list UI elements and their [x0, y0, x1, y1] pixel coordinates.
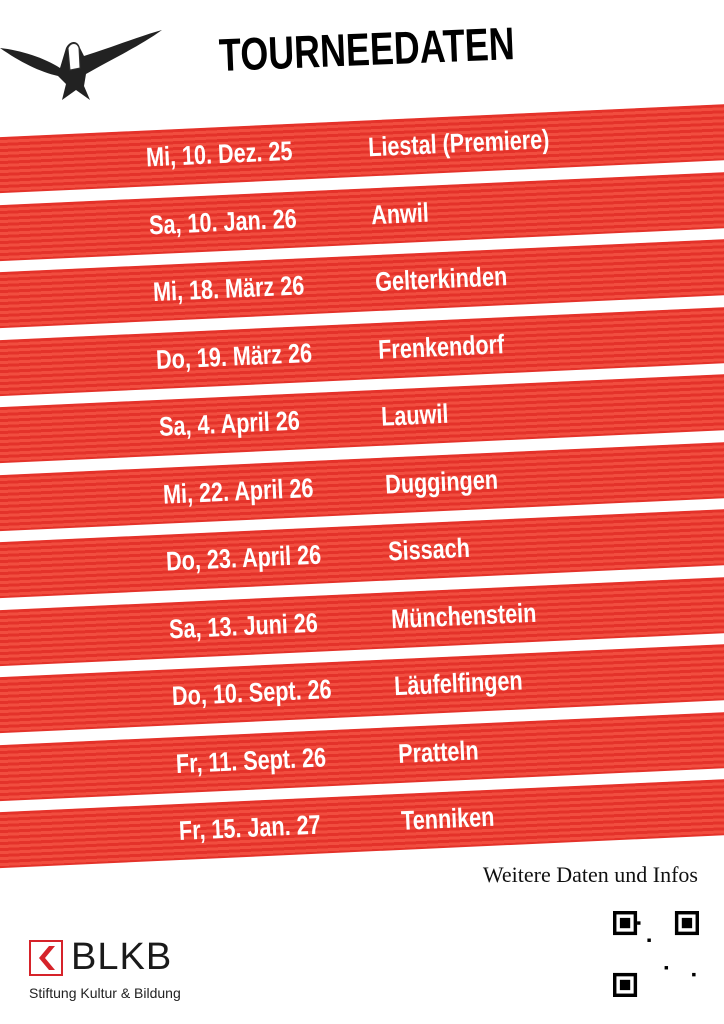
tour-date: Sa, 10. Jan. 26	[148, 203, 298, 240]
logo-name: BLKB	[71, 936, 173, 978]
tour-date: Do, 23. April 26	[165, 539, 322, 577]
page-title: TOURNEEDATEN	[218, 17, 516, 81]
tour-place: Duggingen	[384, 464, 499, 500]
tour-place: Anwil	[370, 197, 430, 230]
tour-place: Münchenstein	[390, 597, 538, 634]
tour-date: Mi, 22. April 26	[161, 472, 314, 510]
qr-code-icon[interactable]	[613, 911, 699, 997]
tour-place: Pratteln	[397, 734, 479, 769]
tour-date: Do, 10. Sept. 26	[171, 674, 333, 712]
tour-date: Mi, 18. März 26	[151, 270, 305, 308]
bird-icon	[0, 30, 162, 100]
logo-subtitle: Stiftung Kultur & Bildung	[29, 985, 181, 1001]
tour-date: Fr, 11. Sept. 26	[175, 741, 327, 779]
tour-date: Do, 19. März 26	[155, 337, 313, 375]
more-info-text: Weitere Daten und Infos	[482, 862, 698, 887]
tour-date: Sa, 4. April 26	[158, 405, 301, 442]
blkb-logo-mark-icon	[29, 940, 63, 976]
tour-place: Läufelfingen	[393, 665, 524, 702]
tour-date: Fr, 15. Jan. 27	[178, 809, 322, 846]
tour-place: Frenkendorf	[377, 328, 505, 365]
tour-place: Gelterkinden	[374, 261, 508, 298]
tour-place: Lauwil	[380, 398, 450, 432]
tour-date: Sa, 13. Juni 26	[168, 607, 319, 644]
tour-place: Sissach	[387, 532, 471, 567]
tour-place: Tenniken	[400, 801, 496, 836]
tour-date: Mi, 10. Dez. 25	[145, 135, 294, 173]
tour-place: Liestal (Premiere)	[367, 124, 551, 163]
